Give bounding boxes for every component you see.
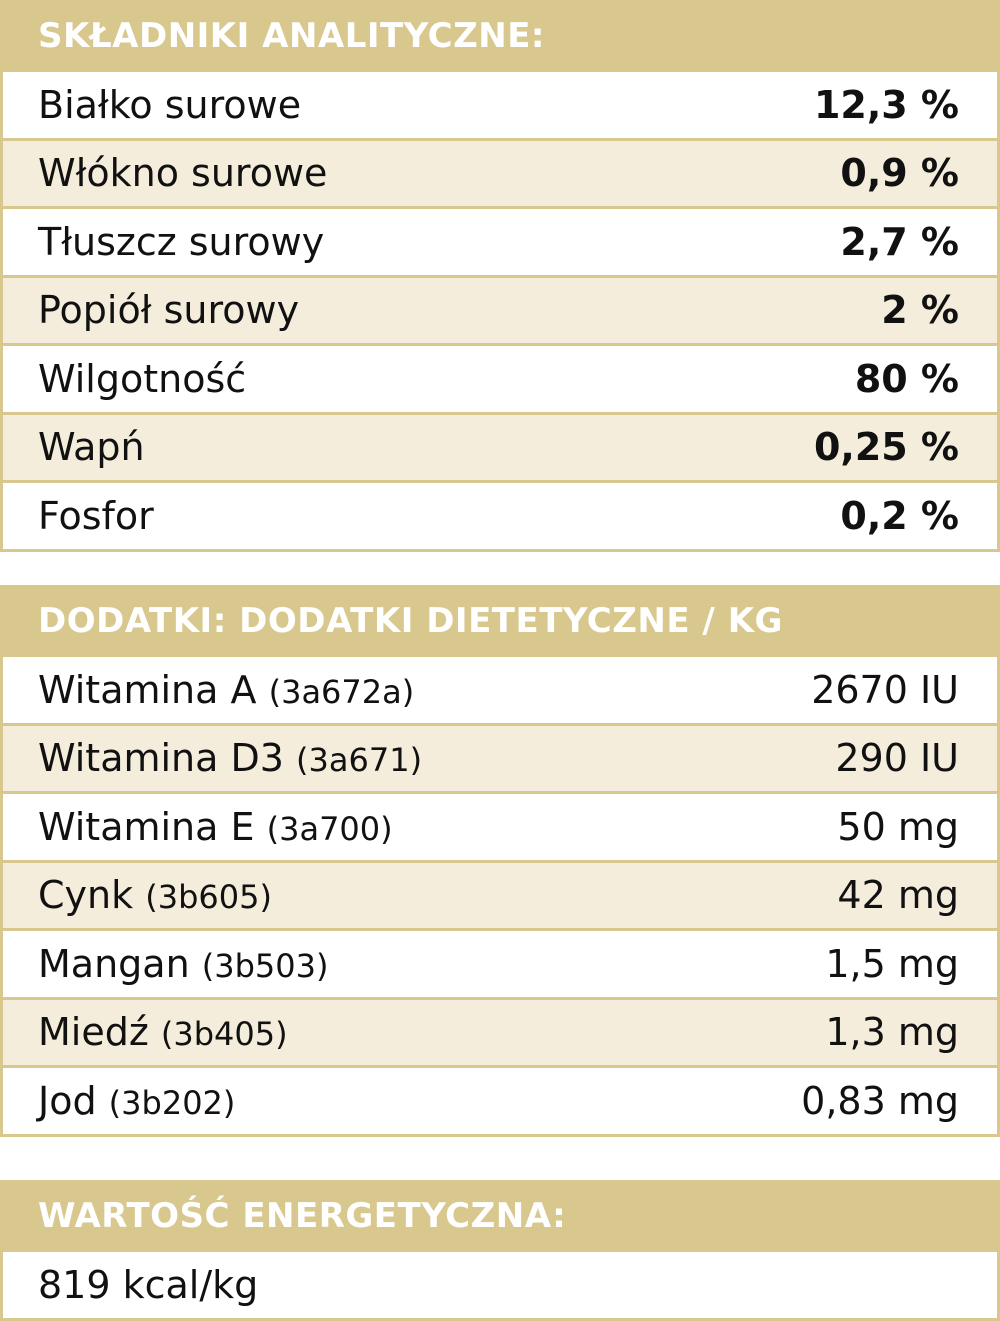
table-row: Mangan (3b503) 1,5 mg — [3, 931, 997, 1000]
row-label: Cynk (3b605) — [38, 873, 272, 917]
additive-code: (3b202) — [108, 1083, 236, 1122]
additives-title: DODATKI: DODATKI DIETETYCZNE / KG — [38, 601, 783, 641]
additive-code: (3b503) — [201, 946, 329, 985]
table-row: Cynk (3b605) 42 mg — [3, 862, 997, 931]
additive-name: Witamina D3 — [38, 736, 284, 781]
energy-title: WARTOŚĆ ENERGETYCZNA: — [38, 1196, 567, 1236]
table-row: Witamina A (3a672a) 2670 IU — [3, 657, 997, 726]
row-value: 2670 IU — [811, 667, 959, 712]
table-row: Jod (3b202) 0,83 mg — [3, 1068, 997, 1137]
table-row: Tłuszcz surowy 2,7 % — [3, 209, 997, 278]
table-row: Białko surowe 12,3 % — [3, 72, 997, 141]
analytical-header: SKŁADNIKI ANALITYCZNE: — [0, 0, 1000, 72]
table-row: Fosfor 0,2 % — [3, 483, 997, 552]
analytical-title: SKŁADNIKI ANALITYCZNE: — [38, 16, 546, 56]
additive-name: Cynk — [38, 873, 134, 918]
analytical-table: Białko surowe 12,3 % Włókno surowe 0,9 %… — [0, 72, 1000, 552]
row-value: 80 % — [854, 356, 959, 401]
row-label: Mangan (3b503) — [38, 942, 328, 986]
row-value: 0,2 % — [840, 493, 959, 538]
additive-name: Mangan — [38, 941, 190, 986]
row-value: 1,3 mg — [825, 1010, 959, 1055]
row-label: Fosfor — [38, 493, 154, 538]
row-label: Witamina E (3a700) — [38, 805, 393, 849]
table-row: Popiół surowy 2 % — [3, 277, 997, 346]
row-label: Białko surowe — [38, 82, 302, 127]
row-value: 12,3 % — [813, 82, 959, 127]
additive-name: Witamina E — [38, 804, 255, 849]
energy-table: 819 kcal/kg — [0, 1252, 1000, 1321]
row-label: Miedź (3b405) — [38, 1010, 288, 1054]
row-label: Witamina A (3a672a) — [38, 668, 414, 712]
additive-name: Witamina A — [38, 667, 257, 712]
energy-section: WARTOŚĆ ENERGETYCZNA: 819 kcal/kg — [0, 1180, 1000, 1321]
additives-table: Witamina A (3a672a) 2670 IU Witamina D3 … — [0, 657, 1000, 1137]
row-value: 290 IU — [835, 736, 959, 781]
additive-name: Jod — [38, 1078, 97, 1123]
row-label: Popiół surowy — [38, 288, 300, 333]
table-row: Włókno surowe 0,9 % — [3, 140, 997, 209]
row-value: 0,25 % — [813, 425, 959, 470]
additive-code: (3b405) — [160, 1015, 288, 1054]
table-row: Witamina E (3a700) 50 mg — [3, 794, 997, 863]
row-value: 42 mg — [837, 873, 959, 918]
additives-header: DODATKI: DODATKI DIETETYCZNE / KG — [0, 585, 1000, 657]
row-value: 2 % — [881, 288, 959, 333]
additives-section: DODATKI: DODATKI DIETETYCZNE / KG Witami… — [0, 585, 1000, 1137]
row-label: Wilgotność — [38, 356, 247, 401]
additive-name: Miedź — [38, 1010, 149, 1055]
analytical-section: SKŁADNIKI ANALITYCZNE: Białko surowe 12,… — [0, 0, 1000, 552]
additive-code: (3a672a) — [268, 672, 415, 711]
energy-value: 819 kcal/kg — [38, 1263, 259, 1307]
row-label: Włókno surowe — [38, 151, 328, 196]
table-row: Witamina D3 (3a671) 290 IU — [3, 725, 997, 794]
row-value: 0,83 mg — [801, 1078, 959, 1123]
row-label: Tłuszcz surowy — [38, 219, 325, 264]
additive-code: (3a700) — [266, 809, 393, 848]
table-row: 819 kcal/kg — [3, 1252, 997, 1321]
additive-code: (3b605) — [145, 878, 272, 917]
table-row: Wapń 0,25 % — [3, 414, 997, 483]
row-value: 50 mg — [837, 804, 959, 849]
additive-code: (3a671) — [296, 741, 423, 780]
row-label: Witamina D3 (3a671) — [38, 736, 422, 780]
table-row: Miedź (3b405) 1,3 mg — [3, 999, 997, 1068]
row-label: Jod (3b202) — [38, 1079, 235, 1123]
energy-header: WARTOŚĆ ENERGETYCZNA: — [0, 1180, 1000, 1252]
row-value: 0,9 % — [840, 151, 959, 196]
row-value: 2,7 % — [840, 219, 959, 264]
table-row: Wilgotność 80 % — [3, 346, 997, 415]
row-value: 1,5 mg — [825, 941, 959, 986]
row-label: Wapń — [38, 425, 145, 470]
